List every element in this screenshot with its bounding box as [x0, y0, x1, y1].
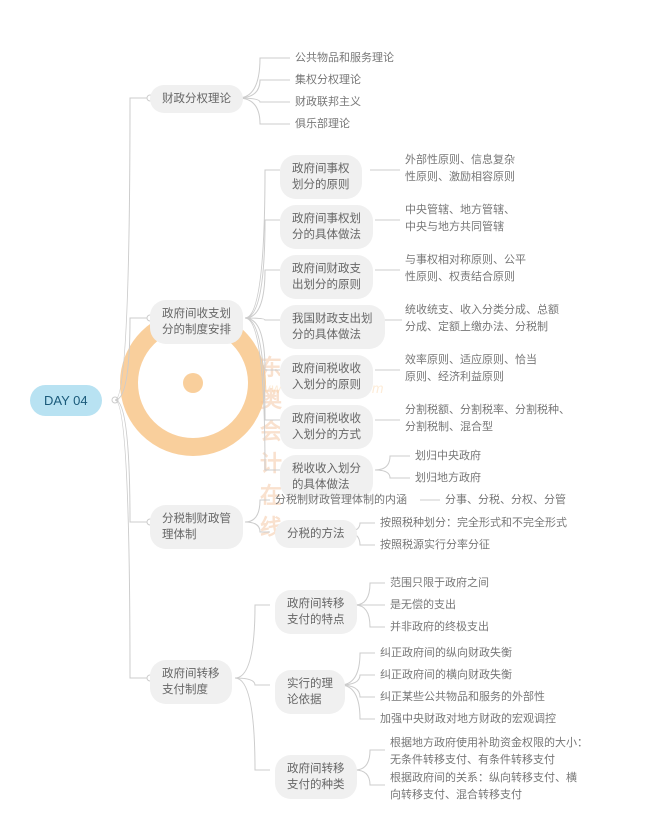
level2-node: 政府间转移支付的特点: [275, 590, 357, 634]
leaf-text: 加强中央财政对地方财政的宏观调控: [380, 711, 556, 728]
leaf-text: 分税制财政管理体制的内涵: [275, 492, 407, 509]
watermark-text: 东奥会计在线: [260, 350, 282, 542]
level2-node: 政府间财政支出划分的原则: [280, 255, 373, 299]
mindmap: 东奥会计在线 www.dongao.com: [20, 20, 642, 810]
leaf-text: 划归地方政府: [415, 470, 481, 487]
leaf-text: 按照税源实行分率分征: [380, 537, 490, 554]
leaf-text: 并非政府的终极支出: [390, 619, 489, 636]
leaf-text: 分事、分税、分权、分管: [445, 492, 566, 509]
leaf-text: 与事权相对称原则、公平性原则、权责结合原则: [405, 252, 526, 285]
level2-node: 我国财政支出划分的具体做法: [280, 305, 385, 349]
leaf-text: 根据地方政府使用补助资金权限的大小：无条件转移支付、有条件转移支付: [390, 735, 588, 768]
leaf-text: 公共物品和服务理论: [295, 50, 394, 67]
level2-node: 政府间税收收入划分的原则: [280, 355, 373, 399]
leaf-text: 按照税种划分：完全形式和不完全形式: [380, 515, 567, 532]
leaf-text: 效率原则、适应原则、恰当原则、经济利益原则: [405, 352, 537, 385]
level2-node: 分税的方法: [275, 520, 357, 548]
leaf-text: 俱乐部理论: [295, 116, 350, 133]
level2-node: 政府间事权划分的具体做法: [280, 205, 373, 249]
level1-node: 政府间收支划分的制度安排: [150, 300, 243, 344]
leaf-text: 统收统支、收入分类分成、总额分成、定额上缴办法、分税制: [405, 302, 559, 335]
level2-node: 实行的理论依据: [275, 670, 345, 714]
leaf-text: 纠正某些公共物品和服务的外部性: [380, 689, 545, 706]
leaf-text: 是无偿的支出: [390, 597, 456, 614]
leaf-text: 中央管辖、地方管辖、中央与地方共同管辖: [405, 202, 515, 235]
level1-node: 政府间转移支付制度: [150, 660, 232, 704]
level2-node: 政府间事权划分的原则: [280, 155, 362, 199]
leaf-text: 财政联邦主义: [295, 94, 361, 111]
leaf-text: 外部性原则、信息复杂性原则、激励相容原则: [405, 152, 515, 185]
level2-node: 政府间转移支付的种类: [275, 755, 357, 799]
leaf-text: 纠正政府间的纵向财政失衡: [380, 645, 512, 662]
level1-node: 分税制财政管理体制: [150, 505, 243, 549]
leaf-text: 范围只限于政府之间: [390, 575, 489, 592]
level2-node: 政府间税收收入划分的方式: [280, 405, 373, 449]
root-node: DAY 04: [30, 385, 102, 416]
leaf-text: 划归中央政府: [415, 448, 481, 465]
level1-node: 财政分权理论: [150, 85, 243, 113]
leaf-text: 集权分权理论: [295, 72, 361, 89]
leaf-text: 分割税额、分割税率、分割税种、分割税制、混合型: [405, 402, 570, 435]
leaf-text: 纠正政府间的横向财政失衡: [380, 667, 512, 684]
leaf-text: 根据政府间的关系：纵向转移支付、横向转移支付、混合转移支付: [390, 770, 577, 803]
